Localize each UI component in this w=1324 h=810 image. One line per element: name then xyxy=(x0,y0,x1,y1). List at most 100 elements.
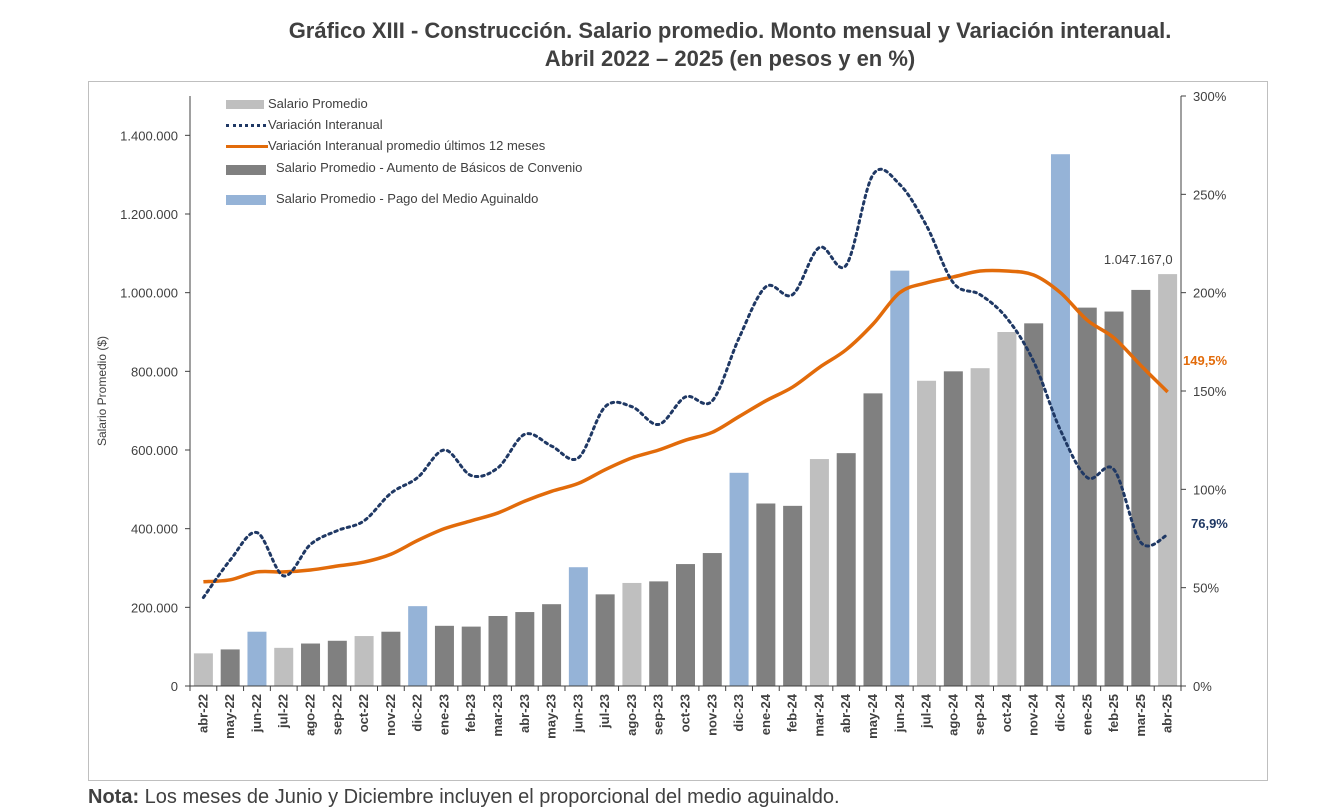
x-tick-label-ene-24: ene-24 xyxy=(758,693,773,735)
y-tick-label-right: 200% xyxy=(1193,286,1227,301)
x-tick-label-abr-23: abr-23 xyxy=(517,694,532,733)
x-tick-label-jun-22: jun-22 xyxy=(249,694,264,733)
bar-sep-22 xyxy=(327,640,347,686)
legend-label-promedio: Variación Interanual promedio últimos 12… xyxy=(268,138,546,153)
legend-swatch-salario xyxy=(226,100,264,109)
bar-ago-22 xyxy=(301,643,321,686)
x-tick-label-abr-22: abr-22 xyxy=(195,694,210,733)
x-tick-label-nov-22: nov-22 xyxy=(383,694,398,736)
x-tick-label-abr-24: abr-24 xyxy=(838,693,853,733)
bar-feb-23 xyxy=(461,626,481,686)
y-tick-label-left: 200.000 xyxy=(131,600,178,615)
bar-nov-24 xyxy=(1024,323,1044,686)
y-tick-label-left: 1.200.000 xyxy=(120,207,178,222)
x-tick-label-may-24: may-24 xyxy=(865,693,880,739)
bar-mar-23 xyxy=(488,615,508,686)
legend-label-aguinaldo: Salario Promedio - Pago del Medio Aguina… xyxy=(276,191,539,206)
bar-mar-24 xyxy=(809,459,829,686)
bar-ene-25 xyxy=(1077,307,1097,686)
bar-dic-22 xyxy=(408,606,428,686)
x-tick-label-dic-22: dic-22 xyxy=(410,694,425,732)
x-tick-label-sep-23: sep-23 xyxy=(651,694,666,735)
bar-dic-23 xyxy=(729,472,749,686)
line-variacion-interanual xyxy=(201,167,1170,599)
label-last-promedio: 149,5% xyxy=(1183,353,1228,368)
legend-label-salario: Salario Promedio xyxy=(268,96,368,111)
legend-label-basicos: Salario Promedio - Aumento de Básicos de… xyxy=(276,160,583,175)
x-tick-label-dic-24: dic-24 xyxy=(1052,693,1067,731)
x-tick-label-jun-23: jun-23 xyxy=(570,694,585,733)
bar-may-22 xyxy=(220,649,240,686)
bar-ago-24 xyxy=(943,371,963,686)
legend-swatch-basicos xyxy=(226,165,266,175)
bar-jun-24 xyxy=(890,270,910,686)
bar-feb-25 xyxy=(1104,311,1124,686)
x-tick-label-sep-24: sep-24 xyxy=(972,693,987,735)
x-tick-label-dic-23: dic-23 xyxy=(731,694,746,732)
x-tick-label-ene-25: ene-25 xyxy=(1079,694,1094,735)
bar-oct-22 xyxy=(354,636,374,686)
x-tick-label-mar-24: mar-24 xyxy=(811,693,826,736)
legend-swatch-aguinaldo xyxy=(226,195,266,205)
x-tick-label-oct-22: oct-22 xyxy=(356,694,371,732)
x-tick-label-feb-25: feb-25 xyxy=(1106,694,1121,732)
x-tick-label-mar-25: mar-25 xyxy=(1133,694,1148,737)
x-tick-label-jul-23: jul-23 xyxy=(597,694,612,729)
y-tick-label-right: 50% xyxy=(1193,581,1219,596)
y-tick-label-right: 0% xyxy=(1193,679,1212,694)
footnote-label: Nota: xyxy=(88,786,140,808)
chart-title-line2: Abril 2022 – 2025 (en pesos y en %) xyxy=(544,46,916,71)
x-tick-label-jul-22: jul-22 xyxy=(276,694,291,729)
y-tick-label-left: 1.400.000 xyxy=(120,128,178,143)
bar-abr-22 xyxy=(193,653,213,686)
chart-title-line1: Gráfico XIII - Construcción. Salario pro… xyxy=(288,18,1172,43)
bar-ago-23 xyxy=(622,582,642,686)
y-tick-label-right: 150% xyxy=(1193,384,1227,399)
x-tick-label-abr-25: abr-25 xyxy=(1160,694,1175,733)
bar-jul-22 xyxy=(274,647,294,686)
bar-feb-24 xyxy=(783,505,803,686)
bar-oct-23 xyxy=(676,564,695,686)
bar-nov-23 xyxy=(702,553,722,686)
x-tick-label-nov-24: nov-24 xyxy=(1026,693,1041,736)
legend-swatch-promedio xyxy=(226,145,268,148)
bar-nov-22 xyxy=(381,631,401,686)
bar-ene-24 xyxy=(756,503,776,686)
x-tick-label-jul-24: jul-24 xyxy=(919,693,934,729)
x-tick-label-ago-24: ago-24 xyxy=(945,693,960,736)
bar-jun-23 xyxy=(568,567,588,686)
x-tick-label-nov-23: nov-23 xyxy=(704,694,719,736)
bar-sep-23 xyxy=(649,581,669,686)
y-tick-label-right: 100% xyxy=(1193,482,1227,497)
bar-jul-24 xyxy=(917,380,937,686)
label-last-variacion: 76,9% xyxy=(1191,516,1228,531)
y-tick-label-left: 1.000.000 xyxy=(120,286,178,301)
bar-abr-25 xyxy=(1158,274,1178,686)
x-tick-label-oct-23: oct-23 xyxy=(678,694,693,732)
y-tick-label-left: 0 xyxy=(171,679,178,694)
x-tick-label-ago-22: ago-22 xyxy=(303,694,318,736)
bar-oct-24 xyxy=(997,332,1017,686)
bar-jun-22 xyxy=(247,631,267,686)
bar-ene-23 xyxy=(434,625,454,686)
x-tick-label-ene-23: ene-23 xyxy=(436,694,451,735)
legend-swatch-variacion xyxy=(226,124,266,127)
y-tick-label-right: 300% xyxy=(1193,89,1227,104)
y-axis-label: Salario Promedio ($) xyxy=(95,336,109,446)
x-tick-label-sep-22: sep-22 xyxy=(329,694,344,735)
bar-mar-25 xyxy=(1131,289,1151,686)
y-tick-label-left: 400.000 xyxy=(131,522,178,537)
bar-abr-23 xyxy=(515,612,535,686)
x-tick-label-may-22: may-22 xyxy=(222,694,237,739)
x-tick-label-feb-23: feb-23 xyxy=(463,694,478,732)
x-tick-label-feb-24: feb-24 xyxy=(785,693,800,732)
footnote: Nota: Los meses de Junio y Diciembre inc… xyxy=(88,786,840,809)
line-variacion-promedio xyxy=(203,268,1169,584)
bar-may-24 xyxy=(863,393,883,686)
bar-may-23 xyxy=(542,604,562,686)
x-tick-label-mar-23: mar-23 xyxy=(490,694,505,737)
y-tick-label-right: 250% xyxy=(1193,187,1227,202)
legend-label-variacion: Variación Interanual xyxy=(268,117,383,132)
x-tick-label-may-23: may-23 xyxy=(544,694,559,739)
x-tick-label-jun-24: jun-24 xyxy=(892,693,907,733)
